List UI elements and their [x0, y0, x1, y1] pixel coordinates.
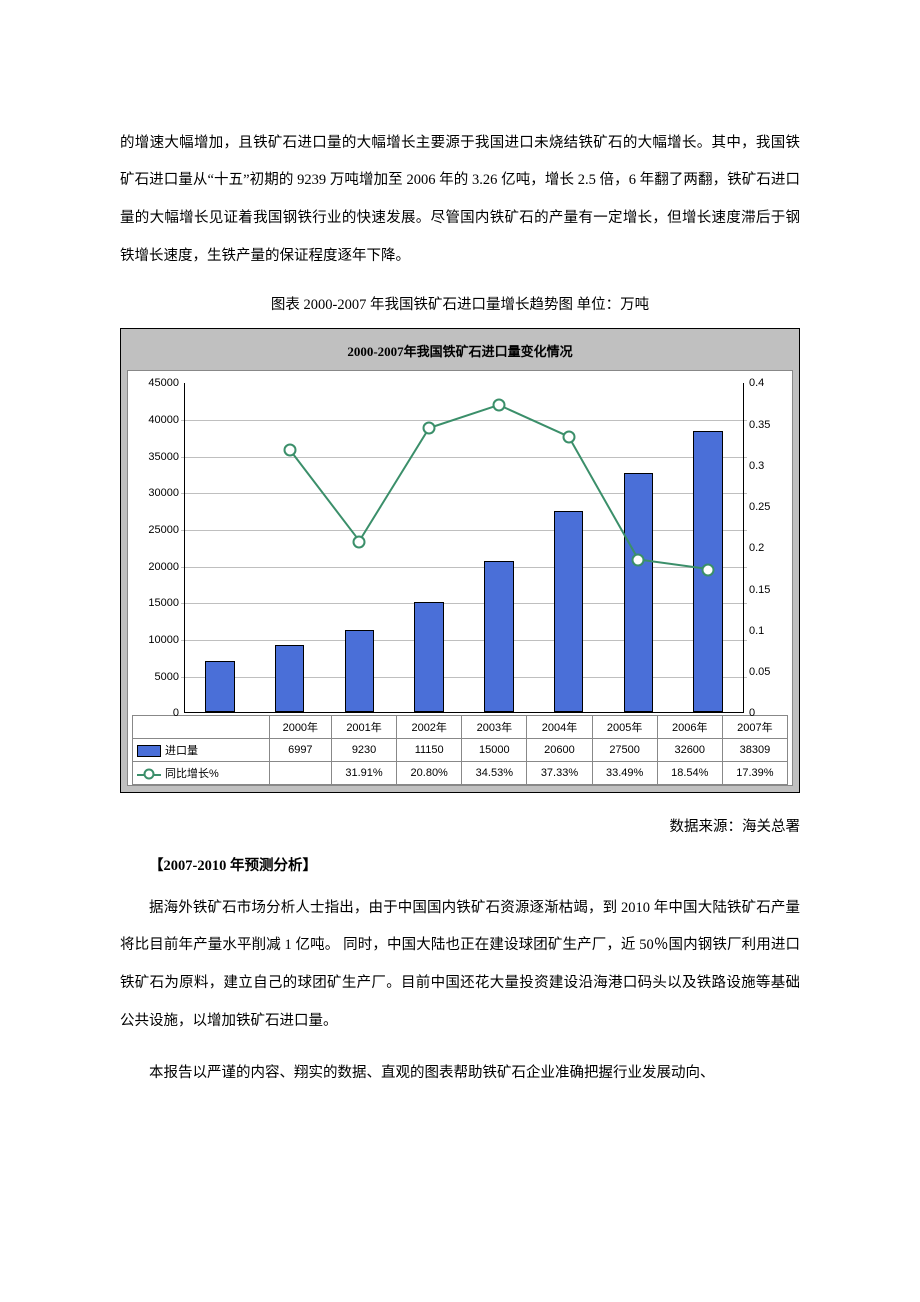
- bar: [345, 630, 374, 712]
- y2-tick: 0.3: [743, 460, 764, 472]
- paragraph-2: 据海外铁矿石市场分析人士指出，由于中国国内铁矿石资源逐渐枯竭，到 2010 年中…: [120, 890, 800, 1041]
- bar: [554, 511, 583, 713]
- data-source: 数据来源：海关总署: [120, 815, 800, 836]
- line-marker: [423, 422, 436, 435]
- line-marker: [702, 563, 715, 576]
- import-cell: 38309: [722, 739, 787, 762]
- bar: [624, 473, 653, 712]
- y2-tick: 0.05: [743, 666, 770, 678]
- bar: [205, 661, 234, 712]
- import-cell: 9230: [331, 739, 396, 762]
- category-header: 2006年: [657, 716, 722, 739]
- bar: [484, 561, 513, 712]
- line-marker: [562, 430, 575, 443]
- y1-tick: 45000: [148, 377, 185, 389]
- y2-tick: 0.4: [743, 377, 764, 389]
- plot-area: 0500010000150002000025000300003500040000…: [184, 383, 744, 713]
- plot-wrap: 0 5000 10000 15000 20000 25000 30000 35000 40000…: [127, 370, 793, 786]
- yoy-cell: 31.91%: [331, 762, 396, 785]
- y2-tick: 0.15: [743, 584, 770, 596]
- legend-yoy: 同比增长%: [133, 762, 270, 785]
- yoy-cell: 34.53%: [462, 762, 527, 785]
- y1-tick: 40000: [148, 414, 185, 426]
- yoy-cell: 18.54%: [657, 762, 722, 785]
- paragraph-3: 本报告以严谨的内容、翔实的数据、直观的图表帮助铁矿石企业准确把握行业发展动向、: [120, 1055, 800, 1093]
- line-marker: [353, 535, 366, 548]
- y1-tick: 15000: [148, 597, 185, 609]
- import-cell: 6997: [269, 739, 331, 762]
- line-series: [185, 383, 743, 712]
- category-header: 2003年: [462, 716, 527, 739]
- y1-tick: 35000: [148, 451, 185, 463]
- category-header: 2005年: [592, 716, 657, 739]
- yoy-cell: 37.33%: [527, 762, 592, 785]
- bar: [275, 645, 304, 713]
- y2-tick: 0.2: [743, 542, 764, 554]
- import-cell: 27500: [592, 739, 657, 762]
- category-header: 2001年: [331, 716, 396, 739]
- line-marker: [492, 399, 505, 412]
- chart-caption: 图表 2000-2007 年我国铁矿石进口量增长趋势图 单位：万吨: [120, 293, 800, 314]
- yoy-cell: 33.49%: [592, 762, 657, 785]
- import-cell: 32600: [657, 739, 722, 762]
- category-header: 2002年: [397, 716, 462, 739]
- y1-tick: 20000: [148, 561, 185, 573]
- y2-tick: 0.25: [743, 501, 770, 513]
- category-header: 2004年: [527, 716, 592, 739]
- chart-title: 2000-2007年我国铁矿石进口量变化情况: [127, 335, 793, 370]
- y2-tick: 0: [743, 707, 755, 719]
- y1-tick: 0: [173, 707, 185, 719]
- yoy-cell: [269, 762, 331, 785]
- import-cell: 15000: [462, 739, 527, 762]
- category-header: 2000年: [269, 716, 331, 739]
- y1-tick: 10000: [148, 634, 185, 646]
- section-heading: 【2007-2010 年预测分析】: [120, 854, 800, 875]
- y2-tick: 0.35: [743, 419, 770, 431]
- import-cell: 20600: [527, 739, 592, 762]
- bar: [414, 602, 443, 712]
- chart-frame: 2000-2007年我国铁矿石进口量变化情况 05000100001500020…: [120, 328, 800, 793]
- chart-data-table: 2000年2001年2002年2003年2004年2005年2006年2007年…: [132, 715, 788, 785]
- line-marker: [632, 554, 645, 567]
- paragraph-1: 的增速大幅增加，且铁矿石进口量的大幅增长主要源于我国进口未烧结铁矿石的大幅增长。…: [120, 125, 800, 276]
- yoy-cell: 17.39%: [722, 762, 787, 785]
- y1-tick: 25000: [148, 524, 185, 536]
- y1-tick: 30000: [148, 487, 185, 499]
- document-page: 的增速大幅增加，且铁矿石进口量的大幅增长主要源于我国进口未烧结铁矿石的大幅增长。…: [0, 0, 920, 1167]
- legend-import: 进口量: [133, 739, 270, 762]
- y1-tick: 5000: [155, 671, 185, 683]
- import-cell: 11150: [397, 739, 462, 762]
- line-marker: [283, 443, 296, 456]
- yoy-cell: 20.80%: [397, 762, 462, 785]
- y2-tick: 0.1: [743, 625, 764, 637]
- legend-corner: [133, 716, 270, 739]
